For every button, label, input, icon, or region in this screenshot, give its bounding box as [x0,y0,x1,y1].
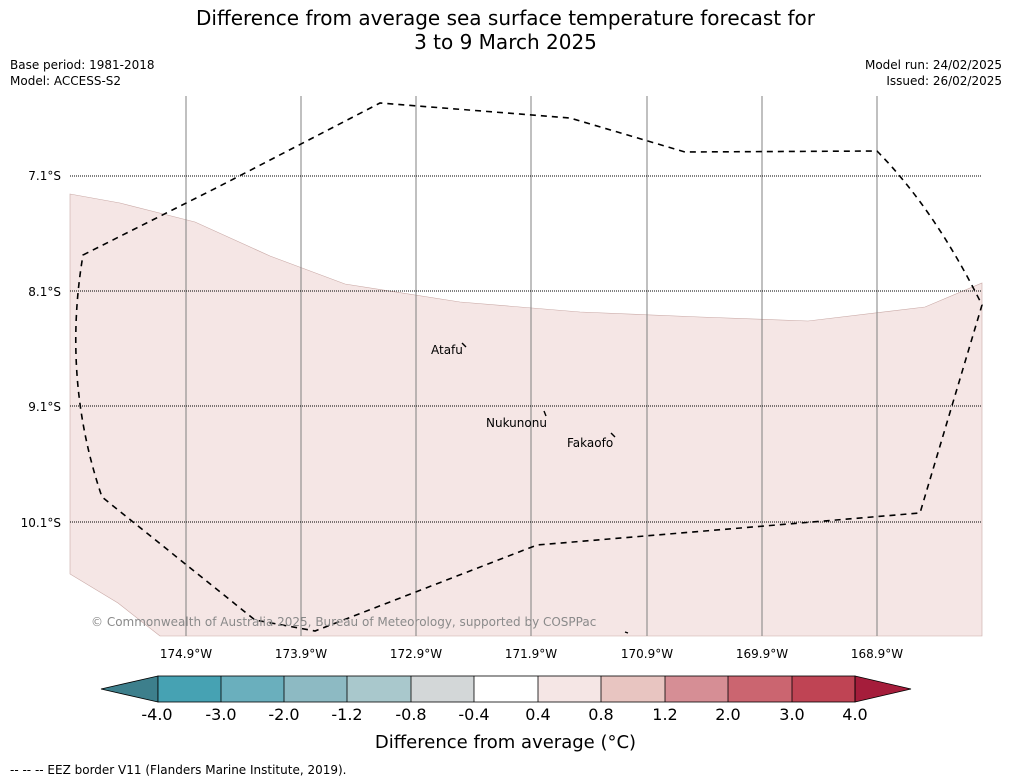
colorbar-segment [665,676,728,702]
colorbar-dividers [220,676,793,702]
colorbar-segment [221,676,284,702]
lon-label: 174.9°W [160,647,212,661]
colorbar-extend-high [854,675,912,703]
title-line-2: 3 to 9 March 2025 [414,30,597,54]
lat-label: 7.1°S [28,169,61,183]
eez-legend: -- -- -- EEZ border V11 (Flanders Marine… [10,763,347,777]
model-info: Base period: 1981-2018 Model: ACCESS-S2 [10,57,155,89]
island-speck [624,631,629,634]
colorbar-label: -2.0 [268,705,300,724]
eez-border [75,102,983,632]
colorbar-segment [347,676,411,702]
colorbar-label: 2.0 [715,705,741,724]
colorbar-segment [158,676,221,702]
colorbar-segment [284,676,347,702]
run-info: Model run: 24/02/2025 Issued: 26/02/2025 [865,57,1002,89]
colorbar-segment [792,676,855,702]
colorbar-label: -1.2 [331,705,363,724]
colorbar-label: -0.4 [458,705,490,724]
place-label-atafu: Atafu [431,343,463,357]
atafu-atoll [461,342,467,348]
lon-label: 173.9°W [275,647,327,661]
colorbar-segment [601,676,665,702]
longitude-gridlines [185,96,878,636]
lat-label: 8.1°S [28,285,61,299]
lat-label: 9.1°S [28,400,61,414]
lon-label: 171.9°W [505,647,557,661]
model-run: Model run: 24/02/2025 [864,58,1002,72]
fakaofo-atoll [610,432,616,438]
islands [461,342,629,634]
lon-label: 172.9°W [390,647,442,661]
latitude-gridlines [70,175,982,523]
colorbar-label: 0.4 [525,705,551,724]
colorbar-frame [157,675,856,703]
lat-label: 10.1°S [21,516,61,530]
place-label-nukunonu: Nukunonu [486,416,547,430]
colorbar-label: -4.0 [141,705,173,724]
title-line-1: Difference from average sea surface temp… [195,6,815,30]
map-title: Difference from average sea surface temp… [0,6,1011,54]
colorbar [100,675,912,703]
place-label-fakaofo: Fakaofo [567,436,613,450]
colorbar-segment [411,676,474,702]
colorbar-label: -3.0 [205,705,237,724]
colorbar-label: 3.0 [779,705,805,724]
nukunonu-atoll [543,410,547,417]
colorbar-label: 4.0 [842,705,868,724]
colorbar-title: Difference from average (°C) [374,732,637,753]
colorbar-label: 1.2 [652,705,678,724]
base-period: Base period: 1981-2018 [10,58,155,72]
copyright-notice: © Commonwealth of Australia 2025, Bureau… [91,615,596,629]
model-name: Model: ACCESS-S2 [10,74,122,88]
colorbar-segment [728,676,792,702]
lon-label: 169.9°W [736,647,788,661]
colorbar-label: 0.8 [588,705,614,724]
colorbar-label: -0.8 [395,705,427,724]
colorbar-segment [474,676,538,702]
colorbar-extend-low [100,675,159,703]
colorbar-segment [538,676,601,702]
lon-label: 168.9°W [851,647,903,661]
lon-label: 170.9°W [621,647,673,661]
anomaly-shading [69,193,983,637]
issued-date: Issued: 26/02/2025 [886,74,1002,88]
